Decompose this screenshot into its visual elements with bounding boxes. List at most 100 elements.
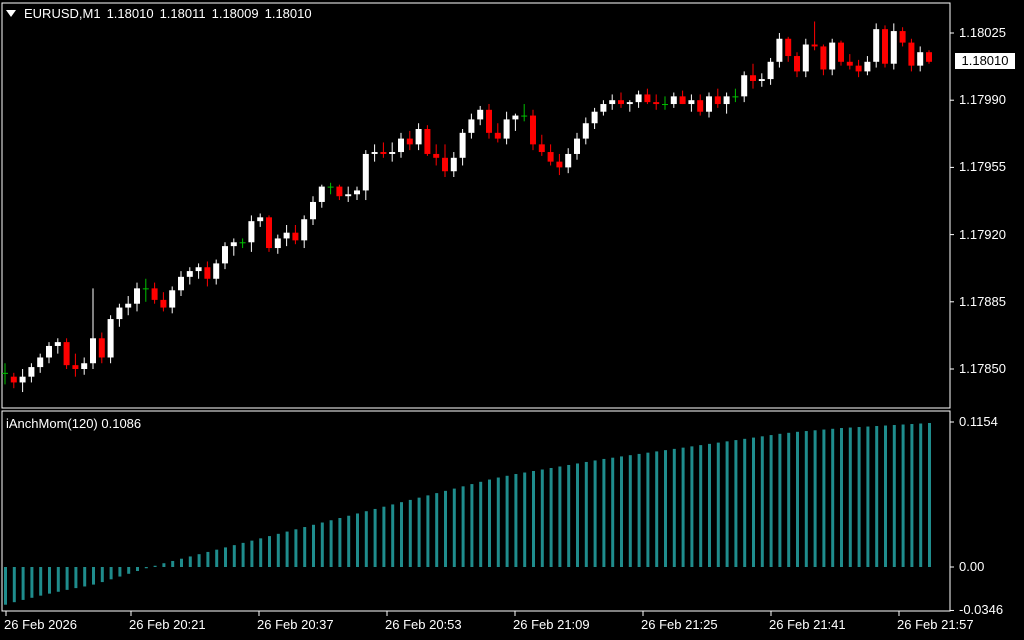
histogram-bar xyxy=(30,567,34,598)
histogram-bar xyxy=(452,488,456,567)
time-tick-label: 26 Feb 20:21 xyxy=(129,617,206,632)
candle xyxy=(477,105,484,126)
candle xyxy=(882,25,888,68)
candle-body xyxy=(741,75,748,97)
candle xyxy=(679,90,686,105)
candle-body xyxy=(186,271,193,277)
candle-body xyxy=(362,153,369,191)
time-tick-label: 26 Feb 20:37 xyxy=(257,617,334,632)
histogram-bar xyxy=(56,567,60,592)
candle-body xyxy=(10,376,17,383)
histogram-bar xyxy=(928,423,931,567)
candle-body xyxy=(679,96,686,105)
histogram-bar xyxy=(576,463,579,567)
histogram-bar xyxy=(628,455,632,567)
candle xyxy=(186,267,193,285)
candle xyxy=(362,150,369,201)
histogram-bar xyxy=(180,558,183,567)
candle-body xyxy=(864,61,871,72)
histogram-bar xyxy=(312,524,315,567)
histogram-bar xyxy=(127,567,131,574)
candle xyxy=(565,148,572,174)
candle xyxy=(653,94,660,110)
candle-body xyxy=(530,115,536,145)
histogram-bar xyxy=(769,435,773,567)
candle-body xyxy=(213,263,220,279)
candle xyxy=(838,40,844,66)
candle-body xyxy=(838,42,844,62)
chart-frames xyxy=(1,2,951,612)
histogram-bar xyxy=(232,545,236,567)
histogram-bar xyxy=(144,567,148,569)
candle xyxy=(864,56,871,76)
histogram-bar xyxy=(532,471,535,567)
candle xyxy=(450,152,457,177)
histogram-bar xyxy=(92,567,95,585)
candle xyxy=(204,261,211,287)
histogram-bar xyxy=(435,493,439,567)
histogram-bar xyxy=(373,508,377,567)
candle xyxy=(327,182,334,195)
histogram-bar xyxy=(611,457,615,567)
candle-body xyxy=(327,186,334,188)
candle-body xyxy=(2,372,8,374)
histogram-bar xyxy=(329,520,333,567)
candle xyxy=(433,144,440,166)
histogram-bar xyxy=(241,542,245,567)
candle-body xyxy=(239,242,246,244)
price-tick-label: 1.18025 xyxy=(959,25,1006,40)
candle xyxy=(459,129,466,166)
candle xyxy=(142,278,149,302)
dropdown-triangle-icon[interactable] xyxy=(6,10,16,17)
histogram-bar xyxy=(356,513,359,567)
time-tick-label: 26 Feb 21:25 xyxy=(641,617,718,632)
candle xyxy=(442,144,448,177)
candle-body xyxy=(459,132,466,158)
time-tick-label: 26 Feb 20:53 xyxy=(385,617,462,632)
candle xyxy=(222,242,228,270)
price-candles xyxy=(2,21,932,393)
candle-body xyxy=(565,153,572,168)
candle xyxy=(899,27,906,47)
candle-body xyxy=(688,100,695,105)
candle xyxy=(283,225,290,247)
candle-body xyxy=(582,123,589,139)
time-tick-label: 26 Feb 21:41 xyxy=(769,617,846,632)
histogram-bar xyxy=(426,495,430,567)
histogram-bar xyxy=(83,567,87,587)
time-tick-label: 26 Feb 21:57 xyxy=(897,617,974,632)
histogram-bar xyxy=(294,529,298,567)
candle xyxy=(503,111,510,145)
histogram-bar xyxy=(514,474,518,567)
histogram-bar xyxy=(470,484,474,567)
histogram-bar xyxy=(892,425,896,567)
histogram-bar xyxy=(206,551,210,567)
candle xyxy=(758,73,765,87)
histogram-bar xyxy=(136,567,139,572)
candle xyxy=(28,363,35,383)
histogram-bar xyxy=(840,428,843,567)
symbol-label: EURUSD,M1 xyxy=(24,6,101,21)
histogram-bar xyxy=(681,447,685,567)
histogram-bar xyxy=(259,538,263,567)
histogram-bar xyxy=(901,424,905,567)
candle-body xyxy=(873,29,880,62)
histogram-bar xyxy=(39,567,43,596)
histogram-bar xyxy=(285,531,289,567)
histogram-bar xyxy=(505,475,509,567)
candle xyxy=(10,372,17,389)
candle-body xyxy=(151,288,158,300)
histogram-bar xyxy=(857,427,861,567)
candle-body xyxy=(318,186,325,202)
candle-body xyxy=(195,267,202,272)
price-tick-label: 1.17850 xyxy=(959,361,1006,376)
candle xyxy=(926,50,932,64)
candle xyxy=(908,38,915,72)
histogram-bar xyxy=(664,450,667,567)
candle-body xyxy=(600,104,607,112)
candle xyxy=(732,88,739,103)
candle xyxy=(195,263,202,279)
candle-body xyxy=(697,100,704,112)
histogram-bar xyxy=(655,451,659,567)
